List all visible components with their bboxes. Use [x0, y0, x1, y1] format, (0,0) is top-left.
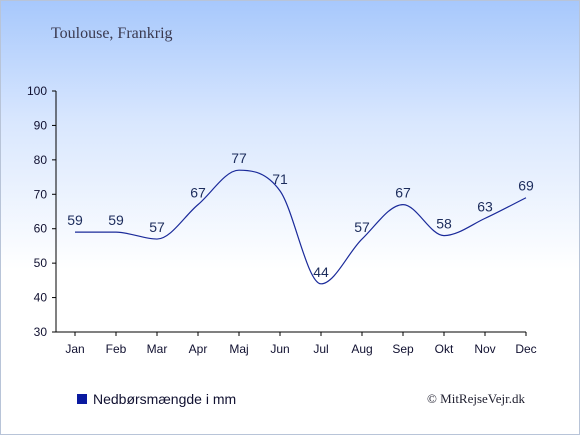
data-label: 59: [108, 212, 124, 228]
y-tick-label: 80: [34, 153, 48, 167]
x-tick-label: Jul: [313, 342, 328, 356]
y-tick-label: 50: [34, 256, 48, 270]
copyright-text: © MitRejseVejr.dk: [427, 391, 525, 406]
y-tick-label: 100: [27, 84, 47, 98]
y-tick-label: 60: [34, 222, 48, 236]
data-label: 63: [477, 198, 493, 214]
x-tick-label: Aug: [351, 342, 372, 356]
chart-title: Toulouse, Frankrig: [51, 25, 173, 42]
y-tick-label: 30: [34, 325, 48, 339]
data-label: 69: [518, 178, 534, 194]
x-tick-label: Jun: [270, 342, 289, 356]
data-label: 44: [313, 264, 329, 280]
legend: Nedbørsmængde i mm: [77, 391, 236, 407]
y-tick-label: 90: [34, 118, 48, 132]
x-tick-label: Nov: [474, 342, 495, 356]
data-label: 57: [354, 219, 370, 235]
data-label: 67: [190, 185, 206, 201]
x-axis: Jan Feb Mar Apr Maj Jun Jul Aug Sep Okt Nov Dec: [56, 331, 537, 356]
x-tick-label: Apr: [189, 342, 208, 356]
x-tick-label: Mar: [147, 342, 168, 356]
series-line: [75, 169, 527, 285]
x-tick-label: Okt: [435, 342, 454, 356]
data-label: 58: [436, 216, 452, 232]
data-label: 59: [67, 212, 83, 228]
x-tick-label: Feb: [106, 342, 127, 356]
data-label: 71: [272, 171, 288, 187]
legend-marker: [77, 394, 87, 404]
y-axis: 30 40 50 60 70 80 90 100: [27, 84, 57, 339]
x-tick-label: Sep: [392, 342, 414, 356]
data-label: 77: [231, 150, 247, 166]
y-tick-label: 70: [34, 187, 48, 201]
x-tick-label: Maj: [229, 342, 248, 356]
y-tick-label: 40: [34, 291, 48, 305]
x-tick-label: Jan: [65, 342, 84, 356]
series: [75, 169, 527, 285]
data-labels: 59 59 57 67 77 71 44 57 67 58 63 69: [67, 150, 534, 280]
data-label: 57: [149, 219, 165, 235]
x-tick-label: Dec: [515, 342, 536, 356]
legend-label: Nedbørsmængde i mm: [93, 391, 236, 407]
data-label: 67: [395, 185, 411, 201]
